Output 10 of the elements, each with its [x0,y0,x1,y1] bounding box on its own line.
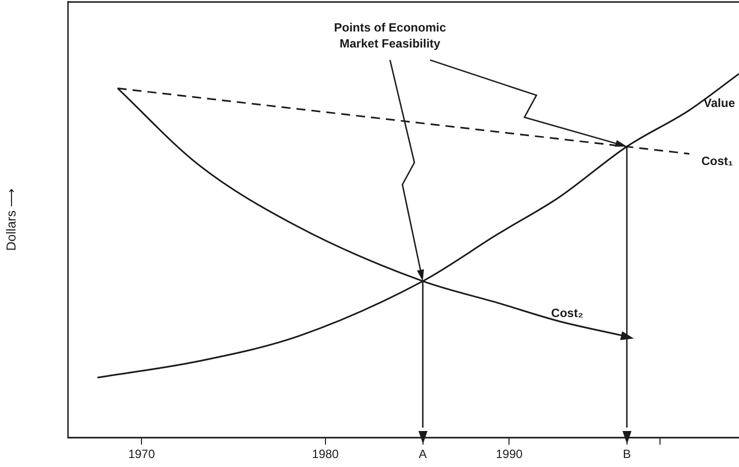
y-axis-title: Dollars ⟶ [4,188,19,251]
series-label: Value [704,96,736,110]
series-label: Cost₂ [551,306,584,320]
x-tick-label: A [418,447,427,462]
series-label: Cost₁ [701,154,734,168]
text: Points of Economic Market Feasibility [334,20,446,50]
x-tick-label: 1990 [496,447,523,462]
x-tick-label: 1970 [128,447,156,462]
x-tick-label: 1980 [312,447,340,462]
x-tick-label: B [622,447,631,462]
